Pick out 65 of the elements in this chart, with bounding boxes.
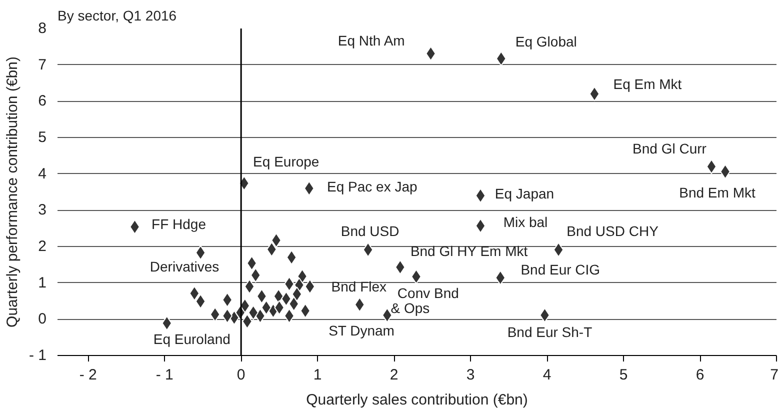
y-tick-label: 4 bbox=[38, 165, 46, 182]
x-tick-label: - 2 bbox=[79, 366, 97, 384]
x-axis-title: Quarterly sales contribution (€bn) bbox=[306, 392, 528, 408]
x-tick-label: 2 bbox=[390, 366, 398, 384]
annotation: Bnd Em Mkt bbox=[679, 184, 756, 201]
annotation: Eq Global bbox=[515, 34, 577, 50]
annotation: Bnd Gl HY Em Mkt bbox=[410, 243, 528, 260]
point bbox=[189, 286, 200, 301]
annotation: Bnd USD bbox=[340, 222, 400, 239]
x-tick-label: - 1 bbox=[156, 366, 174, 384]
point bbox=[354, 297, 365, 312]
annotation: Eq Nth Am bbox=[338, 32, 405, 49]
point bbox=[589, 86, 600, 102]
x-tick-label: 4 bbox=[542, 366, 552, 384]
annotation: Eq Em Mkt bbox=[613, 76, 682, 92]
point bbox=[210, 306, 220, 322]
y-tick-label: 0 bbox=[38, 310, 46, 328]
y-tick-label: 3 bbox=[38, 202, 46, 219]
point bbox=[304, 180, 314, 196]
point bbox=[286, 250, 297, 265]
annotation: Eq Pac ex Jap bbox=[327, 178, 418, 194]
x-tick-label: 1 bbox=[313, 366, 322, 384]
y-axis-title: Quarterly performance contribution (€bn) bbox=[4, 56, 21, 328]
annotation: FF Hdge bbox=[152, 216, 206, 232]
point bbox=[475, 188, 486, 204]
y-tick-label: - 1 bbox=[28, 347, 47, 364]
point bbox=[195, 245, 206, 260]
annotation: Mix bal bbox=[503, 214, 548, 230]
x-tick-label: 0 bbox=[236, 366, 246, 384]
chart-title: By sector, Q1 2016 bbox=[58, 8, 177, 24]
annotation: Bnd Flex bbox=[331, 278, 387, 294]
point bbox=[553, 242, 564, 258]
x-tick-label: 3 bbox=[466, 366, 475, 384]
x-tick-label: 5 bbox=[619, 366, 628, 384]
annotation: Eq Japan bbox=[494, 186, 554, 202]
y-tick-label: 8 bbox=[38, 20, 46, 37]
point bbox=[244, 278, 255, 294]
point bbox=[362, 242, 374, 258]
annotation: Bnd USD CHY bbox=[566, 222, 660, 239]
point bbox=[706, 159, 717, 174]
point bbox=[162, 316, 172, 331]
x-tick-label: 6 bbox=[696, 366, 704, 384]
point bbox=[475, 218, 486, 234]
y-tick-label: 2 bbox=[38, 238, 46, 255]
annotation: & Ops bbox=[390, 300, 430, 316]
annotation: ST Dynam bbox=[328, 322, 394, 339]
y-tick-label: 7 bbox=[38, 56, 46, 74]
annotation: Derivatives bbox=[150, 258, 220, 275]
point bbox=[496, 51, 506, 66]
point bbox=[495, 270, 506, 286]
annotation: Bnd Eur Sh-T bbox=[507, 324, 593, 340]
annotation: Eq Euroland bbox=[153, 331, 230, 348]
point bbox=[292, 286, 302, 302]
y-tick-label: 6 bbox=[38, 92, 46, 110]
annotation: Bnd Eur CIG bbox=[520, 262, 600, 278]
annotation: Conv Bnd bbox=[397, 285, 459, 302]
point bbox=[195, 294, 206, 309]
point bbox=[250, 268, 261, 283]
y-tick-label: 1 bbox=[38, 274, 46, 292]
y-tick-label: 5 bbox=[38, 129, 46, 146]
point bbox=[304, 278, 316, 294]
annotation: Eq Europe bbox=[253, 153, 320, 170]
x-tick-label: 7 bbox=[770, 366, 778, 384]
point bbox=[288, 296, 300, 312]
annotation: Bnd Gl Curr bbox=[632, 140, 707, 157]
